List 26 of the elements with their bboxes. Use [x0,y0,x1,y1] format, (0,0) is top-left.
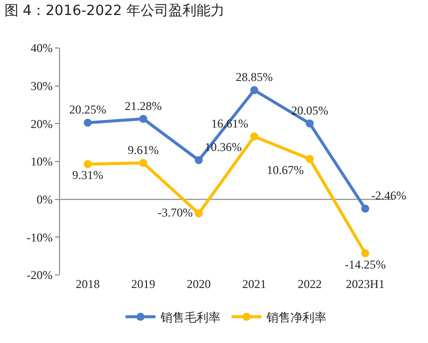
x-tick-label: 2021 [242,277,266,291]
x-tick-label: 2018 [76,277,100,291]
data-label: 20.05% [291,103,328,118]
y-tick-label: 40% [30,41,53,56]
x-tick-label: 2023H1 [346,277,385,291]
legend-label: 销售毛利率 [160,310,220,324]
x-tick-label: 2019 [131,277,156,291]
data-label: 28.85% [236,70,273,84]
y-tick-label: 20% [30,116,53,131]
data-label: 21.28% [124,98,162,113]
data-label: 9.61% [128,142,159,157]
x-tick-label: 2020 [186,277,211,291]
legend-label: 销售净利率 [266,310,326,324]
chart-title: 图 4：2016-2022 年公司盈利能力 [4,2,224,19]
y-tick-label: 30% [30,79,53,94]
data-label: -3.70% [158,205,193,220]
y-tick-label: -10% [26,230,53,244]
x-tick-label: 2022 [298,277,322,291]
data-label: 9.31% [72,168,104,182]
y-tick-label: 10% [30,154,53,169]
data-label: -14.25% [344,257,386,272]
data-label: -2.46% [371,188,406,203]
data-label: 10.67% [266,162,304,177]
y-tick-label: -20% [26,268,53,282]
data-label: 20.25% [69,102,106,117]
y-tick-label: 0% [36,192,53,207]
